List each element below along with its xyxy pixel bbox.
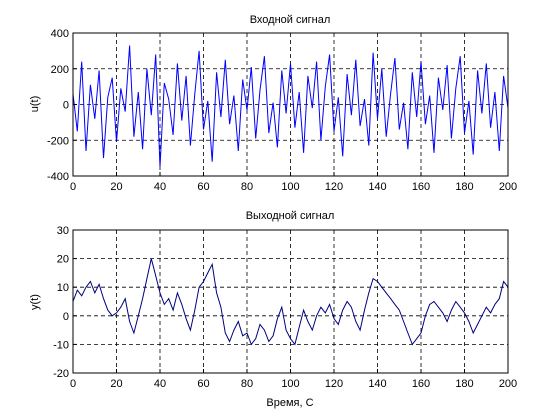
y-axis-label: y(t) xyxy=(29,294,41,310)
x-tick-label: 0 xyxy=(70,378,76,390)
y-tick-label: 400 xyxy=(51,28,69,40)
y-tick-label: 20 xyxy=(57,254,69,266)
y-tick-labels: -20 -10 0 10 20 30 xyxy=(53,225,77,380)
x-tick-label: 20 xyxy=(110,181,122,193)
y-tick-label: 30 xyxy=(57,225,69,237)
y-axis-label: u(t) xyxy=(29,96,41,113)
x-axis-label: Время, С xyxy=(266,397,313,409)
x-tick-label: 120 xyxy=(325,181,343,193)
x-tick-label: 120 xyxy=(325,378,343,390)
x-tick-label: 160 xyxy=(412,181,430,193)
chart-title: Входной сигнал xyxy=(250,14,331,26)
x-tick-label: 100 xyxy=(281,378,299,390)
y-tick-label: -400 xyxy=(47,171,69,183)
y-tick-labels: -400 -200 0 200 400 xyxy=(47,28,77,183)
x-tick-label: 60 xyxy=(197,378,209,390)
y-tick-label: 200 xyxy=(51,64,69,76)
x-tick-labels: 0 20 40 60 80 100 120 140 160 180 200 xyxy=(70,369,517,390)
x-tick-label: 140 xyxy=(368,378,386,390)
plot-input-signal: 0 20 40 60 80 100 120 140 160 180 200 -400 -200 0 200… xyxy=(29,14,517,193)
x-tick-label: 60 xyxy=(197,181,209,193)
x-tick-label: 40 xyxy=(154,181,166,193)
series-line xyxy=(72,45,509,168)
x-tick-label: 80 xyxy=(241,378,253,390)
x-tick-label: 200 xyxy=(499,378,517,390)
chart-title: Выходной сигнал xyxy=(246,210,335,222)
grid-lines xyxy=(73,230,508,373)
x-tick-label: 100 xyxy=(281,181,299,193)
x-tick-label: 140 xyxy=(368,181,386,193)
x-tick-label: 20 xyxy=(110,378,122,390)
y-tick-label: -200 xyxy=(47,135,69,147)
x-tick-label: 180 xyxy=(455,181,473,193)
y-tick-label: -20 xyxy=(53,368,69,380)
x-tick-label: 160 xyxy=(412,378,430,390)
x-tick-labels: 0 20 40 60 80 100 120 140 160 180 200 xyxy=(70,172,517,193)
y-tick-label: 0 xyxy=(63,100,69,112)
x-tick-label: 40 xyxy=(154,378,166,390)
plot-output-signal: 0 20 40 60 80 100 120 140 160 180 200 -20 -10 0 10 20 3… xyxy=(29,210,517,409)
y-tick-label: 0 xyxy=(63,311,69,323)
y-tick-label: 10 xyxy=(57,282,69,294)
y-tick-label: -10 xyxy=(53,339,69,351)
x-tick-label: 180 xyxy=(455,378,473,390)
x-tick-label: 0 xyxy=(70,181,76,193)
x-tick-label: 80 xyxy=(241,181,253,193)
series-line xyxy=(72,258,509,346)
x-tick-label: 200 xyxy=(499,181,517,193)
